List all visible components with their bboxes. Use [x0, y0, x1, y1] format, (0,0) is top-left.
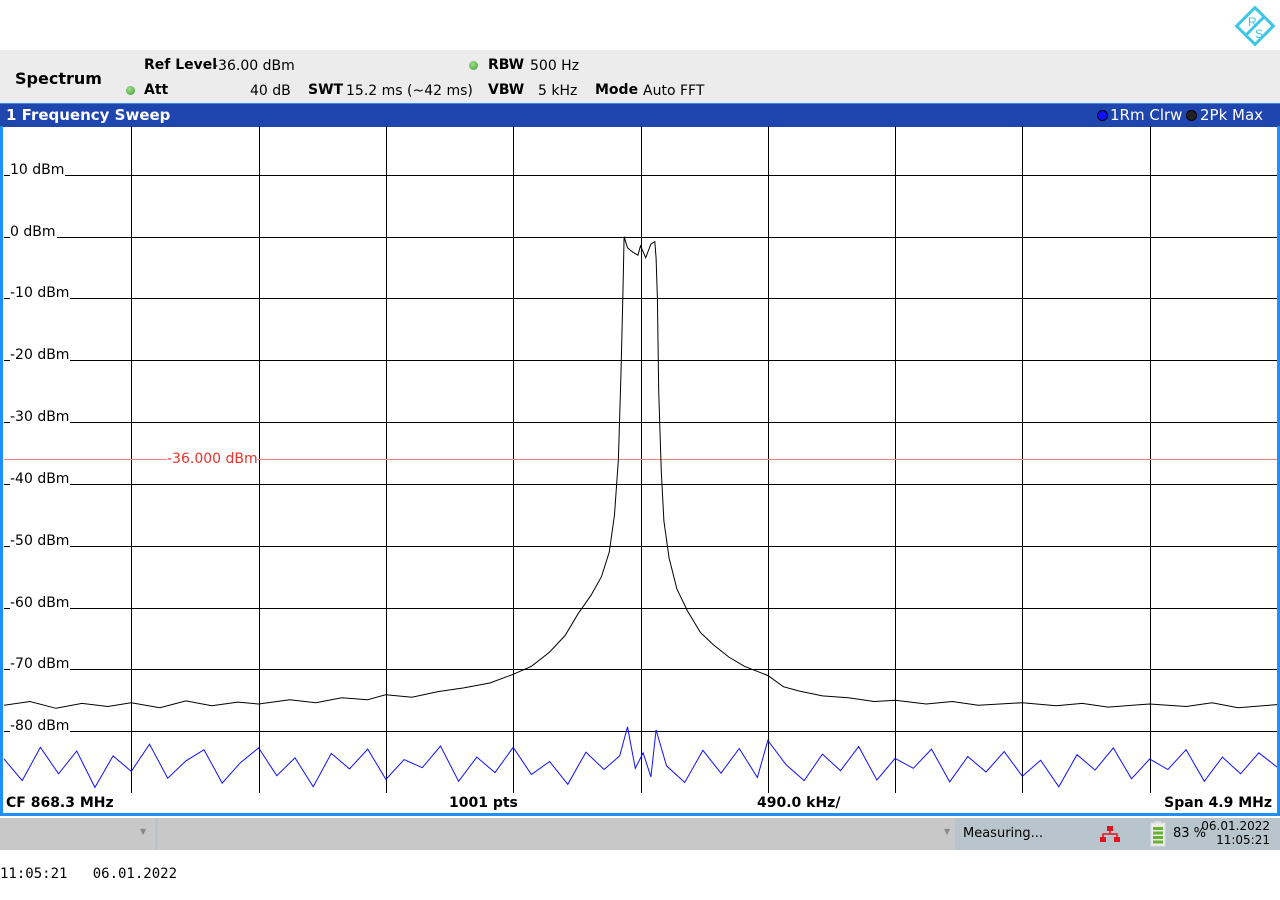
att-label: Att: [144, 82, 169, 98]
mode-value[interactable]: Auto FFT: [643, 83, 705, 99]
status-bar: ▼ ▼ Measuring... 83 % 06.01.2022 11:05:2…: [0, 818, 1280, 850]
rohde-schwarz-logo: R S: [1234, 5, 1276, 47]
ref-level-label: Ref Level: [144, 57, 218, 73]
sweep-info-line: CF 868.3 MHz 1001 pts 490.0 kHz/ Span 4.…: [4, 794, 1276, 814]
center-frequency[interactable]: CF 868.3 MHz: [6, 795, 114, 811]
svg-text:S: S: [1255, 27, 1263, 41]
y-tick-label: -40 dBm: [10, 470, 71, 487]
y-tick-label: -50 dBm: [10, 532, 71, 549]
att-indicator-icon: [126, 86, 135, 95]
swt-label: SWT: [308, 82, 344, 98]
trace1-dot-icon: [1097, 110, 1108, 121]
svg-text:R: R: [1248, 15, 1257, 29]
trace2-label[interactable]: 2Pk Max: [1200, 106, 1264, 124]
trace1-label[interactable]: 1Rm Clrw: [1110, 106, 1183, 124]
screenshot-timestamp: 11:05:21 06.01.2022: [0, 866, 178, 882]
y-tick-label: -60 dBm: [10, 594, 71, 611]
top-bar: R S: [0, 0, 1280, 50]
y-tick-label: -30 dBm: [10, 408, 71, 425]
trace2-dot-icon: [1186, 110, 1197, 121]
left-dropdown[interactable]: ▼: [0, 818, 155, 850]
network-icon[interactable]: [1100, 826, 1120, 842]
status-time: 11:05:21: [1216, 833, 1270, 847]
dropdown-arrow-icon: ▼: [140, 827, 147, 836]
status-message: Measuring...: [963, 826, 1044, 841]
trace-2pk-max: [4, 236, 1277, 709]
status-date: 06.01.2022: [1201, 819, 1270, 833]
y-tick-label: -20 dBm: [10, 346, 71, 363]
battery-percent: 83 %: [1173, 826, 1207, 841]
sweep-points[interactable]: 1001 pts: [449, 795, 518, 811]
y-tick-label: -10 dBm: [10, 284, 71, 301]
measurement-header: Spectrum Ref Level -36.00 dBm Att 40 dB …: [0, 50, 1280, 103]
dropdown-arrow-icon: ▼: [944, 827, 951, 836]
span[interactable]: Span 4.9 MHz: [1164, 795, 1272, 811]
ref-level-value[interactable]: -36.00 dBm: [213, 58, 295, 74]
trace-1rm-clrw: [4, 726, 1277, 789]
y-tick-label: 0 dBm: [10, 223, 57, 240]
y-tick-label: -70 dBm: [10, 655, 71, 672]
y-tick-label: -80 dBm: [10, 717, 71, 734]
mode-label: Mode: [595, 82, 639, 98]
y-axis-labels: 10 dBm 0 dBm -10 dBm -20 dBm -30 dBm -40 dBm -…: [0, 126, 200, 793]
division-width: 490.0 kHz/: [757, 795, 841, 811]
message-dropdown[interactable]: ▼: [158, 818, 955, 850]
vbw-value[interactable]: 5 kHz: [538, 83, 578, 99]
plot-frame: [0, 126, 1280, 816]
channel-title: Spectrum: [15, 69, 102, 88]
y-tick-label: 10 dBm: [10, 161, 66, 178]
window-title-bar[interactable]: 1 Frequency Sweep 1Rm Clrw 2Pk Max: [0, 103, 1280, 127]
vbw-label: VBW: [488, 82, 525, 98]
rbw-value[interactable]: 500 Hz: [530, 58, 580, 74]
battery-icon: [1150, 821, 1166, 847]
att-value[interactable]: 40 dB: [250, 83, 291, 99]
window-title: 1 Frequency Sweep: [6, 106, 171, 124]
rbw-indicator-icon: [469, 61, 478, 70]
ref-line-label: -36.000 dBm: [167, 450, 258, 467]
rbw-label: RBW: [488, 57, 525, 73]
swt-value[interactable]: 15.2 ms (~42 ms): [346, 83, 473, 99]
